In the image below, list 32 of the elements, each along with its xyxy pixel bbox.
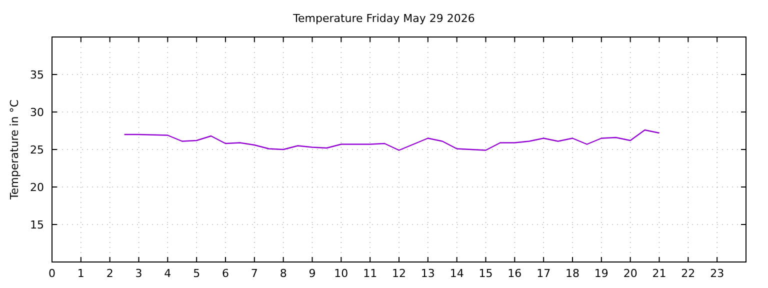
y-tick-label: 20 — [30, 181, 44, 194]
x-tick-label: 2 — [106, 267, 114, 280]
x-tick-label: 6 — [222, 267, 229, 280]
x-tick-label: 0 — [48, 267, 56, 280]
chart-title: Temperature Friday May 29 2026 — [292, 12, 475, 25]
x-tick-label: 5 — [193, 267, 200, 280]
x-tick-label: 9 — [308, 267, 316, 280]
y-tick-label: 30 — [30, 106, 44, 119]
x-tick-label: 1 — [77, 267, 84, 280]
x-tick-label: 14 — [450, 267, 464, 280]
x-tick-label: 12 — [392, 267, 406, 280]
x-tick-label: 20 — [623, 267, 638, 280]
y-tick-label: 25 — [30, 144, 44, 156]
x-tick-label: 13 — [420, 267, 435, 280]
x-tick-label: 21 — [652, 267, 666, 280]
x-tick-label: 19 — [594, 267, 608, 280]
x-tick-label: 18 — [566, 267, 580, 280]
x-tick-label: 22 — [681, 267, 696, 280]
y-axis-title: Temperature in °C — [8, 99, 21, 200]
x-tick-label: 8 — [280, 267, 287, 280]
y-tick-label: 35 — [30, 68, 44, 82]
x-tick-label: 3 — [135, 267, 142, 280]
x-tick-label: 10 — [334, 267, 348, 280]
x-tick-label: 4 — [164, 267, 172, 280]
x-tick-label: 7 — [250, 267, 258, 280]
x-tick-label: 17 — [536, 267, 551, 280]
x-tick-label: 15 — [478, 267, 493, 280]
x-tick-label: 11 — [363, 267, 378, 280]
x-tick-label: 16 — [508, 267, 522, 280]
y-tick-label: 15 — [30, 218, 44, 232]
x-tick-label: 23 — [710, 267, 724, 280]
line-series — [124, 129, 660, 151]
